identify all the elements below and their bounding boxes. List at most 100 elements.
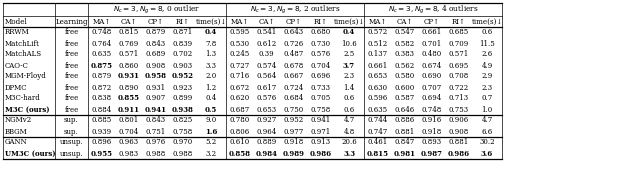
Text: 0.855: 0.855: [118, 95, 140, 103]
Text: 0.918: 0.918: [284, 139, 303, 147]
Text: MA↑: MA↑: [230, 18, 249, 26]
Text: 0.744: 0.744: [367, 116, 388, 124]
Text: 0.576: 0.576: [310, 50, 331, 58]
Text: 0.843: 0.843: [145, 116, 166, 124]
Text: 0.890: 0.890: [118, 83, 139, 91]
Text: 3.6: 3.6: [481, 149, 493, 157]
Text: 0.918: 0.918: [421, 128, 442, 135]
Text: 0.6: 0.6: [481, 29, 493, 37]
Text: 0.574: 0.574: [257, 62, 276, 70]
Text: 0.911: 0.911: [118, 106, 140, 114]
Text: 0.635: 0.635: [92, 50, 111, 58]
Text: 0.708: 0.708: [449, 72, 468, 81]
Text: 0.875: 0.875: [90, 62, 113, 70]
Text: RRWM: RRWM: [5, 29, 29, 37]
Text: free: free: [65, 95, 79, 103]
Text: 0.989: 0.989: [282, 149, 305, 157]
Text: CAO-C: CAO-C: [5, 62, 29, 70]
Text: 0.6: 0.6: [344, 106, 355, 114]
Text: 0.661: 0.661: [367, 62, 388, 70]
Text: 2.3: 2.3: [481, 83, 493, 91]
Text: CP↑: CP↑: [285, 18, 301, 26]
Text: 0.687: 0.687: [229, 106, 250, 114]
Text: RI↑: RI↑: [451, 18, 465, 26]
Text: 0.913: 0.913: [310, 139, 331, 147]
Text: free: free: [65, 29, 79, 37]
Text: 0.964: 0.964: [257, 128, 276, 135]
Text: 0.726: 0.726: [284, 39, 303, 47]
Text: 0.815: 0.815: [367, 149, 388, 157]
Text: 0.727: 0.727: [229, 62, 250, 70]
Text: 0.884: 0.884: [92, 106, 111, 114]
Text: 0.600: 0.600: [394, 83, 415, 91]
Text: CA↑: CA↑: [120, 18, 137, 26]
Text: 0.730: 0.730: [310, 39, 331, 47]
Text: 9.0: 9.0: [205, 116, 216, 124]
Text: 3.3: 3.3: [205, 62, 216, 70]
Text: 0.751: 0.751: [145, 128, 166, 135]
Text: free: free: [65, 50, 79, 58]
Text: 0.806: 0.806: [229, 128, 250, 135]
Text: 0.667: 0.667: [284, 72, 303, 81]
Text: 20.6: 20.6: [341, 139, 357, 147]
Text: 0.879: 0.879: [92, 72, 111, 81]
Text: 1.0: 1.0: [481, 106, 493, 114]
Text: 0.748: 0.748: [92, 29, 111, 37]
Text: 0.7: 0.7: [481, 95, 493, 103]
Text: 1.4: 1.4: [344, 83, 355, 91]
Text: 0.643: 0.643: [284, 29, 303, 37]
Text: M3C-hard: M3C-hard: [5, 95, 41, 103]
Text: 3.2: 3.2: [205, 149, 216, 157]
Text: 0.685: 0.685: [449, 29, 468, 37]
Text: 0.916: 0.916: [421, 116, 442, 124]
Text: 0.941: 0.941: [145, 106, 166, 114]
Text: 0.722: 0.722: [449, 83, 468, 91]
Text: 0.984: 0.984: [255, 149, 278, 157]
Text: 4.9: 4.9: [481, 62, 493, 70]
Text: 0.871: 0.871: [172, 29, 193, 37]
Text: 0.886: 0.886: [394, 116, 415, 124]
Text: MA↑: MA↑: [92, 18, 111, 26]
Text: free: free: [65, 39, 79, 47]
Text: 0.977: 0.977: [284, 128, 303, 135]
Text: 0.612: 0.612: [257, 39, 276, 47]
Text: 0.653: 0.653: [257, 106, 276, 114]
Text: 0.881: 0.881: [394, 128, 415, 135]
Text: $N_c = 3, N_g = 8$, 2 outliers: $N_c = 3, N_g = 8$, 2 outliers: [250, 3, 340, 16]
Text: 0.701: 0.701: [421, 39, 442, 47]
Text: 0.896: 0.896: [92, 139, 111, 147]
Text: 0.976: 0.976: [145, 139, 166, 147]
Text: 0.931: 0.931: [118, 72, 140, 81]
Text: 0.562: 0.562: [394, 62, 415, 70]
Text: free: free: [65, 106, 79, 114]
Text: 0.5: 0.5: [205, 106, 217, 114]
Text: MGM-Floyd: MGM-Floyd: [5, 72, 47, 81]
Text: 0.576: 0.576: [257, 95, 276, 103]
Text: time(s)↓: time(s)↓: [195, 18, 227, 26]
Text: 10.6: 10.6: [341, 39, 357, 47]
Text: 0.952: 0.952: [284, 116, 303, 124]
Text: 0.137: 0.137: [367, 50, 388, 58]
Text: 0.724: 0.724: [284, 83, 303, 91]
Text: 0.541: 0.541: [257, 29, 276, 37]
Text: 0.971: 0.971: [310, 128, 331, 135]
Text: 0.958: 0.958: [145, 72, 166, 81]
Text: 0.988: 0.988: [172, 149, 193, 157]
Text: RI↑: RI↑: [314, 18, 328, 26]
Text: 0.780: 0.780: [229, 116, 250, 124]
Text: 0.4: 0.4: [205, 95, 216, 103]
Text: UM3C (ours): UM3C (ours): [5, 149, 56, 157]
Text: $N_c = 3, N_g = 8$, 0 outlier: $N_c = 3, N_g = 8$, 0 outlier: [113, 3, 200, 16]
Text: 0.587: 0.587: [394, 95, 415, 103]
Text: 0.704: 0.704: [310, 62, 331, 70]
Text: RI↑: RI↑: [175, 18, 189, 26]
Text: 5.2: 5.2: [205, 139, 216, 147]
Text: 0.938: 0.938: [172, 106, 193, 114]
Text: 0.571: 0.571: [118, 50, 139, 58]
Text: 0.906: 0.906: [449, 116, 468, 124]
Text: 0.684: 0.684: [284, 95, 303, 103]
Text: 0.461: 0.461: [367, 139, 388, 147]
Text: 0.881: 0.881: [449, 139, 468, 147]
Text: 0.758: 0.758: [172, 128, 193, 135]
Text: 4.8: 4.8: [344, 128, 355, 135]
